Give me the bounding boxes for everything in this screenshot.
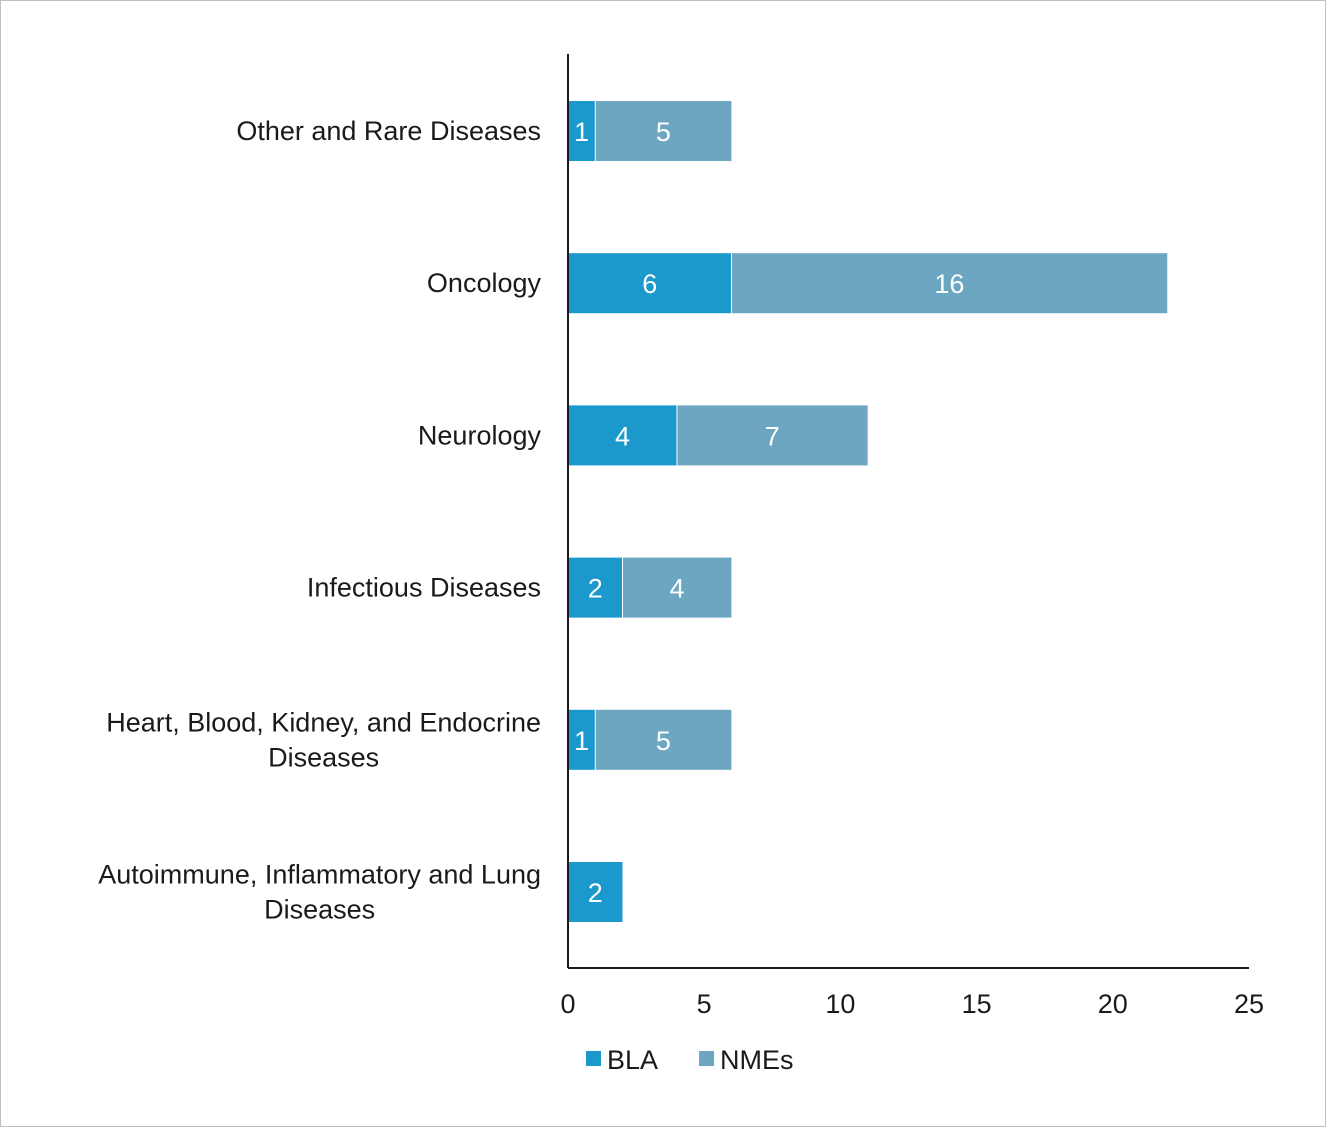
bar-nmes-1 (731, 253, 1168, 314)
bar-bla-1 (568, 253, 732, 314)
bar-value-label: 5 (656, 726, 671, 756)
axes-layer (567, 54, 1249, 969)
x-tick-label: 0 (560, 989, 575, 1019)
bar-bla-3 (568, 557, 623, 618)
category-label: Heart, Blood, Kidney, and Endocrine Disea… (106, 707, 541, 772)
category-labels-layer: Other and Rare Diseases Oncology Neurology… (98, 116, 541, 925)
bar-bla-4 (568, 709, 596, 770)
bar-bla-0 (568, 101, 596, 161)
category-label: Neurology (418, 420, 542, 450)
bar-nmes-4 (595, 709, 732, 770)
bar-value-label: 16 (934, 269, 964, 299)
bar-value-label: 4 (669, 574, 684, 604)
bar-value-label: 5 (656, 117, 671, 147)
bar-value-label: 2 (588, 878, 603, 908)
bar-value-label: 2 (588, 574, 603, 604)
bar-bla-2 (568, 405, 677, 466)
x-tick-labels-layer: 0 5 10 15 20 25 (560, 989, 1264, 1019)
bars-layer (568, 101, 1168, 922)
category-label: Autoimmune, Inflammatory and Lung Disease… (98, 860, 541, 925)
bar-value-label: 6 (642, 269, 657, 299)
bar-value-label: 1 (574, 117, 589, 147)
category-label: Infectious Diseases (307, 573, 541, 603)
bar-value-label: 4 (615, 421, 630, 451)
category-label: Other and Rare Diseases (236, 116, 541, 146)
legend-swatch-nmes (699, 1051, 715, 1066)
x-tick-label: 5 (697, 989, 712, 1019)
bar-nmes-0 (595, 101, 732, 161)
legend-label-nmes: NMEs (720, 1045, 794, 1075)
legend-label-bla: BLA (607, 1045, 658, 1075)
x-tick-label: 15 (962, 989, 992, 1019)
bar-bla-5 (568, 862, 623, 922)
bar-nmes-2 (676, 405, 868, 466)
x-tick-label: 25 (1234, 989, 1264, 1019)
bar-value-label: 1 (574, 726, 589, 756)
legend-swatch-bla (586, 1051, 601, 1066)
x-tick-label: 10 (825, 989, 855, 1019)
bar-nmes-3 (622, 557, 732, 618)
x-tick-label: 20 (1098, 989, 1128, 1019)
bar-labels-layer: 1 5 6 16 4 7 2 4 1 5 2 (574, 117, 964, 908)
bar-value-label: 7 (765, 421, 780, 451)
category-label: Oncology (427, 268, 542, 298)
legend: BLA NMEs (586, 1045, 794, 1075)
